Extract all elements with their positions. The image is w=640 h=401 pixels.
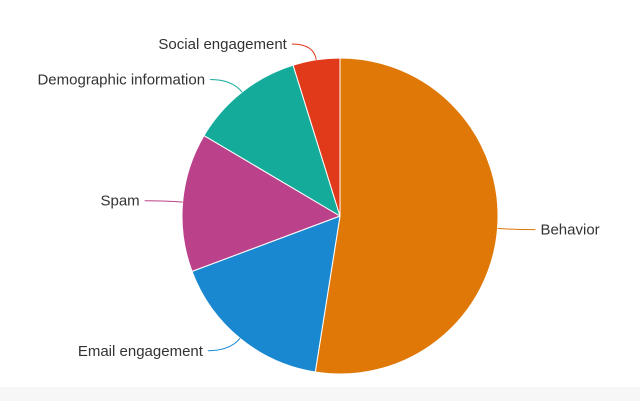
- slices-layer: [181, 57, 499, 375]
- label-connector-demographic-information: [210, 79, 243, 93]
- slice-label-behavior: Behavior: [540, 222, 599, 239]
- bottom-band: [0, 387, 640, 401]
- slice-label-email-engagement: Email engagement: [78, 343, 204, 360]
- slice-label-spam: Spam: [100, 193, 139, 210]
- pie-slice-email-engagement[interactable]: [191, 215, 341, 373]
- pie-slice-social-engagement[interactable]: [292, 57, 341, 217]
- slice-label-social-engagement: Social engagement: [158, 36, 287, 53]
- slice-label-demographic-information: Demographic information: [37, 72, 205, 89]
- labels-layer: Behavior Email engagement Spam Demographic …: [37, 36, 599, 360]
- pie-slice-behavior[interactable]: [314, 57, 499, 375]
- connectors-layer: [144, 43, 536, 352]
- label-connector-spam: [144, 200, 183, 203]
- label-connector-social-engagement: [291, 43, 317, 60]
- pie-slice-spam[interactable]: [181, 135, 341, 272]
- label-connector-email-engagement: [207, 338, 241, 352]
- label-connector-behavior: [497, 227, 536, 231]
